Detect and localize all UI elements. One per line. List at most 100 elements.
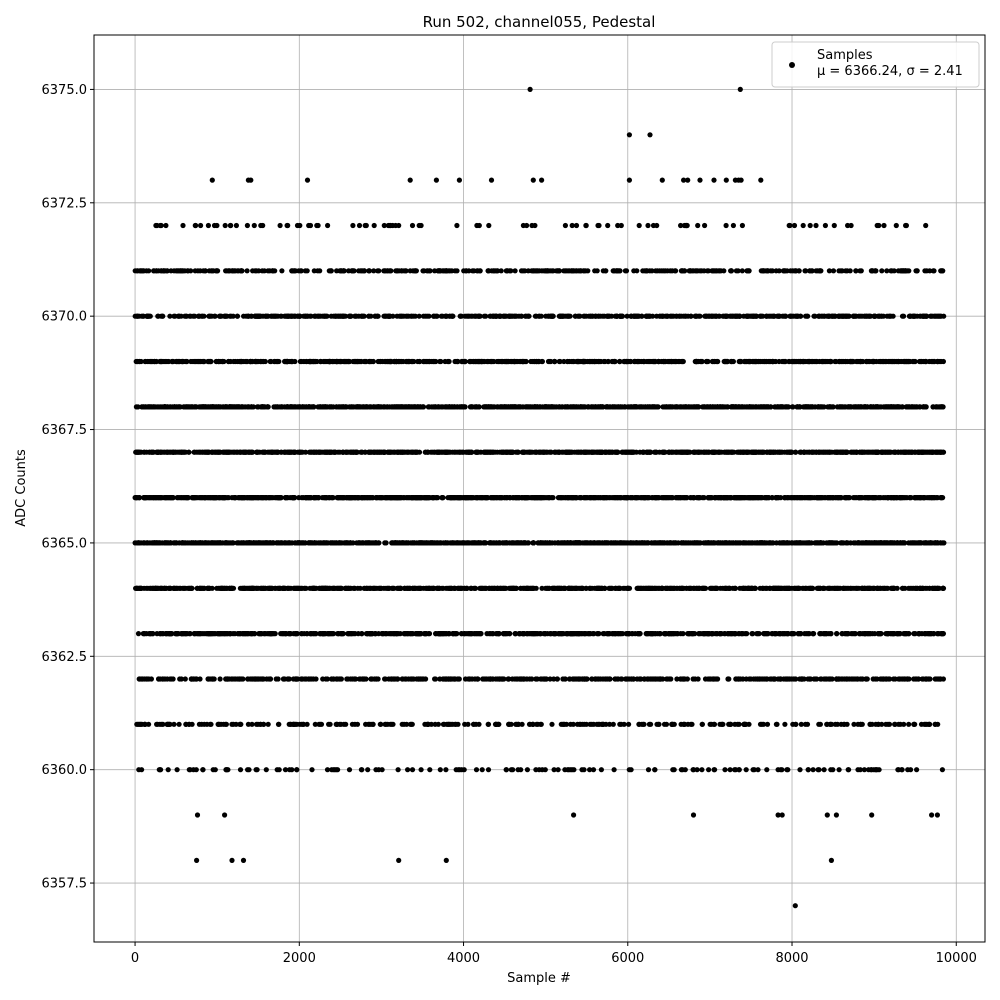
data-point (403, 495, 409, 501)
data-point (642, 268, 648, 274)
data-point (206, 268, 212, 274)
data-point (323, 313, 329, 319)
data-point (532, 495, 538, 501)
data-point (743, 358, 749, 365)
data-point (724, 358, 730, 365)
data-point (440, 404, 446, 410)
data-point (883, 449, 889, 455)
data-point (368, 404, 374, 410)
data-point (878, 358, 884, 365)
data-point (845, 313, 851, 319)
data-point (889, 268, 895, 274)
data-point (538, 313, 544, 319)
data-point (533, 449, 539, 455)
data-point (264, 313, 271, 319)
data-point (577, 404, 584, 410)
data-point (485, 404, 491, 410)
data-point (871, 495, 877, 501)
data-point (347, 358, 353, 365)
data-point (278, 313, 284, 319)
data-point (437, 268, 444, 274)
data-point (874, 222, 880, 229)
data-point (348, 449, 354, 455)
data-point (494, 449, 500, 455)
data-point (625, 495, 632, 501)
data-point (188, 268, 194, 274)
data-point (231, 358, 237, 365)
data-point (863, 358, 869, 365)
data-point (857, 449, 863, 455)
data-point (557, 495, 564, 501)
data-point (180, 222, 186, 229)
data-point (269, 268, 276, 274)
data-point (381, 222, 387, 229)
data-point (782, 268, 788, 274)
data-point (371, 268, 377, 274)
data-point (477, 313, 483, 319)
data-point (324, 449, 330, 455)
data-point (464, 313, 470, 319)
data-point (937, 358, 943, 365)
data-point (499, 495, 505, 501)
data-point (155, 313, 161, 319)
data-point (135, 313, 141, 319)
data-point (481, 358, 487, 365)
data-point (162, 358, 168, 365)
data-point (311, 449, 317, 455)
data-point (641, 358, 647, 365)
data-point (773, 268, 779, 274)
data-point (251, 222, 257, 229)
data-point (230, 313, 236, 319)
data-point (814, 449, 820, 455)
data-point (392, 404, 398, 410)
data-point (356, 268, 362, 274)
data-point (474, 222, 480, 229)
data-point (197, 268, 203, 274)
data-point (220, 358, 226, 365)
data-point (869, 268, 875, 274)
data-point (611, 358, 618, 365)
data-point (853, 358, 860, 365)
data-point (644, 313, 650, 319)
data-point (598, 313, 604, 319)
data-point (695, 222, 701, 229)
data-point (431, 313, 437, 319)
data-point (317, 449, 323, 455)
data-point (653, 495, 659, 501)
data-point (560, 313, 566, 319)
data-point (460, 449, 466, 455)
data-point (215, 404, 221, 410)
data-point (659, 313, 666, 319)
data-point (723, 222, 729, 229)
data-point (244, 222, 250, 229)
data-point (178, 449, 185, 455)
data-point (174, 358, 180, 365)
data-point (739, 222, 746, 229)
data-point (822, 358, 828, 365)
data-point (144, 358, 151, 365)
data-point (693, 404, 699, 410)
data-point (349, 404, 355, 410)
data-point (753, 358, 760, 365)
data-point (549, 313, 555, 319)
data-point (240, 449, 246, 455)
data-point (382, 268, 388, 274)
data-point (504, 495, 510, 501)
data-point (238, 358, 244, 365)
data-point (661, 358, 667, 365)
data-point (800, 222, 806, 229)
data-point (398, 268, 405, 274)
data-point (913, 495, 920, 501)
data-point (375, 268, 381, 274)
data-point (767, 358, 774, 365)
data-point (373, 495, 379, 501)
data-point (938, 313, 944, 319)
data-point (868, 449, 874, 455)
data-point (867, 313, 873, 319)
data-point (640, 404, 646, 410)
data-point (762, 495, 768, 501)
data-point (278, 495, 284, 501)
data-point (768, 404, 774, 410)
data-point (897, 268, 904, 274)
data-point (277, 222, 283, 229)
